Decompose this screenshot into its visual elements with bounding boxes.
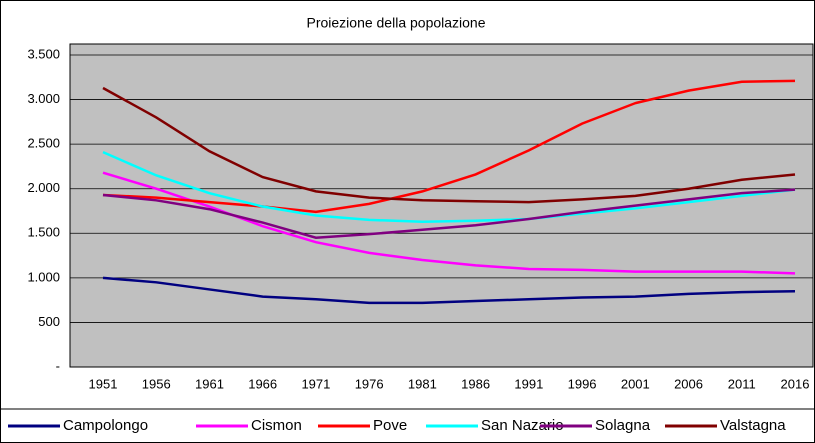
legend-label: Valstagna [720, 417, 786, 434]
series-line [102, 86, 796, 204]
x-tick-label: 1971 [301, 376, 330, 391]
x-tick-label: 1976 [355, 376, 384, 391]
x-tick-label: 1951 [89, 376, 118, 391]
series-line [102, 276, 796, 305]
y-tick-label: 2.000 [27, 180, 60, 195]
y-tick-label: - [56, 358, 60, 373]
legend-label: Pove [373, 417, 407, 434]
x-tick-label: 1986 [461, 376, 490, 391]
y-tick-label: 1.500 [27, 225, 60, 240]
series-line [102, 171, 796, 275]
x-tick-label: 1966 [248, 376, 277, 391]
legend-label: Campolongo [63, 417, 148, 434]
x-tick-label: 1981 [408, 376, 437, 391]
x-tick-label: 1991 [514, 376, 543, 391]
x-tick-label: 1996 [568, 376, 597, 391]
series-line [102, 188, 796, 240]
y-tick-label: 3.500 [27, 46, 60, 61]
x-tick-label: 1961 [195, 376, 224, 391]
x-tick-label: 2011 [728, 376, 756, 391]
y-tick-label: 3.000 [27, 91, 60, 106]
series-line [102, 79, 796, 214]
x-tick-label: 2001 [621, 376, 650, 391]
plot-area: - 500 1.000 1.500 2.000 2.500 3.000 3.500 1951 19… [27, 43, 814, 391]
y-tick-label: 500 [38, 314, 60, 329]
x-tick-label: 2006 [674, 376, 703, 391]
legend: Campolongo Cismon Pove San Nazario Solagna Va… [0, 408, 815, 443]
x-tick-label: 2016 [781, 376, 810, 391]
legend-label: San Nazario [481, 417, 564, 434]
x-tick-label: 1956 [142, 376, 171, 391]
series-line [102, 151, 796, 223]
chart-title: Proiezione della popolazione [306, 15, 485, 31]
y-tick-label: 1.000 [27, 269, 60, 284]
legend-label: Cismon [251, 417, 302, 434]
title-box [262, 10, 530, 38]
y-tick-label: 2.500 [27, 136, 60, 151]
legend-label: Solagna [595, 417, 651, 434]
